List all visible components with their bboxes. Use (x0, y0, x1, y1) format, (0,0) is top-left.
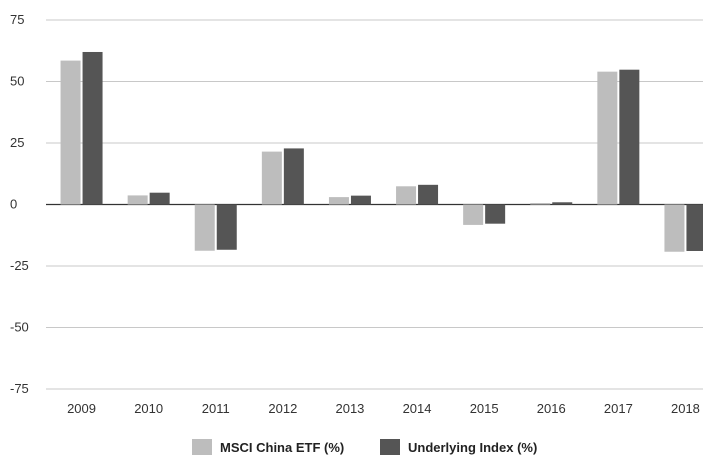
x-tick-label: 2015 (470, 401, 499, 416)
bar-index-2013 (350, 195, 371, 205)
legend-swatch-index (380, 439, 400, 455)
legend-label-index: Underlying Index (%) (408, 440, 537, 455)
y-tick-label: 25 (10, 135, 24, 150)
bar-index-2014 (418, 184, 439, 205)
y-tick-label: 75 (10, 12, 24, 27)
x-tick-label: 2011 (202, 401, 230, 416)
x-tick-label: 2016 (537, 401, 566, 416)
bar-index-2016 (552, 202, 573, 205)
bar-index-2017 (619, 69, 640, 205)
x-tick-label: 2010 (134, 401, 163, 416)
x-tick-label: 2014 (403, 401, 432, 416)
bar-etf-2015 (463, 204, 484, 225)
y-tick-label: -75 (10, 381, 29, 396)
x-tick-label: 2013 (335, 401, 364, 416)
bar-etf-2017 (597, 71, 618, 205)
bar-etf-2016 (530, 203, 551, 205)
y-tick-label: 50 (10, 74, 24, 89)
x-tick-label: 2017 (604, 401, 633, 416)
bar-index-2018 (686, 204, 703, 251)
legend-label-etf: MSCI China ETF (%) (220, 440, 344, 455)
x-tick-label: 2009 (67, 401, 96, 416)
y-tick-label: -25 (10, 258, 29, 273)
legend-swatch-etf (192, 439, 212, 455)
bar-etf-2009 (60, 60, 81, 205)
bar-index-2010 (149, 192, 170, 205)
bar-index-2009 (82, 51, 103, 205)
bar-index-2012 (283, 148, 304, 205)
bar-etf-2018 (664, 204, 685, 252)
bar-index-2011 (216, 204, 237, 250)
x-tick-label: 2012 (268, 401, 297, 416)
x-tick-label: 2018 (671, 401, 700, 416)
bar-etf-2012 (261, 151, 282, 205)
y-tick-label: -50 (10, 320, 29, 335)
bar-index-2015 (485, 204, 506, 224)
bar-etf-2010 (127, 195, 148, 205)
y-tick-label: 0 (10, 197, 17, 212)
bar-etf-2011 (194, 204, 215, 251)
bar-etf-2013 (328, 197, 349, 205)
bar-etf-2014 (396, 186, 417, 205)
